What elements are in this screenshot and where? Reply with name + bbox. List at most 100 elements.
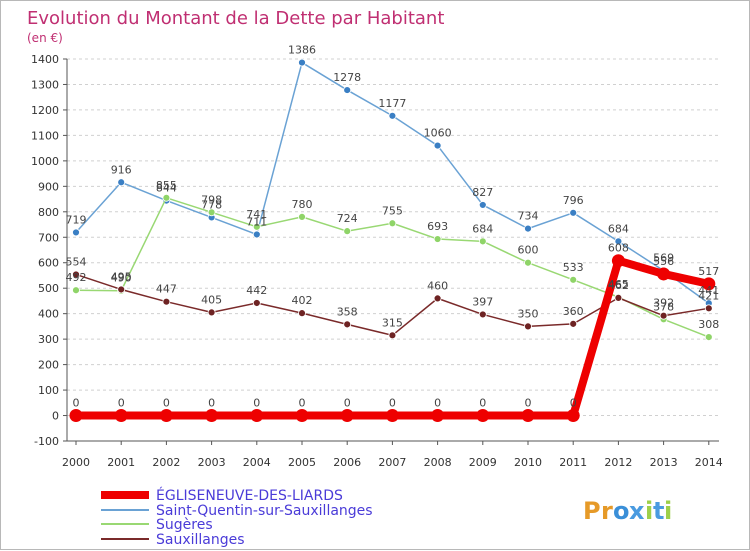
data-point-sauxillanges	[524, 322, 532, 331]
data-point-egliseneuve-des-liards	[159, 409, 173, 423]
data-label-sugeres: 798	[201, 193, 222, 206]
y-tick-label: 1100	[31, 129, 59, 142]
data-label-sugeres: 465	[608, 278, 629, 291]
data-point-egliseneuve-des-liards	[114, 409, 128, 423]
data-point-egliseneuve-des-liards	[295, 409, 309, 423]
data-point-saint-quentin-sur-sauxillanges	[117, 178, 126, 187]
data-label-sauxillanges: 442	[246, 284, 267, 297]
data-label-sugeres: 490	[111, 272, 132, 285]
data-label-sugeres: 724	[337, 212, 358, 225]
data-point-saint-quentin-sur-sauxillanges	[524, 224, 532, 233]
data-label-egliseneuve-des-liards: 517	[698, 265, 719, 278]
data-labels: 719 916 844 778 711 1386 1278 1177 1060 827 734 796…	[66, 44, 720, 410]
logo-letter: r	[601, 497, 613, 525]
data-label-sugeres: 741	[246, 208, 267, 221]
data-label-sauxillanges: 360	[563, 305, 584, 318]
data-label-sauxillanges: 405	[201, 293, 222, 306]
y-tick-label: 800	[38, 206, 59, 219]
data-point-saint-quentin-sur-sauxillanges	[72, 228, 80, 237]
data-label-saint-quentin-sur-sauxillanges: 734	[518, 210, 539, 223]
data-label-sauxillanges: 350	[518, 307, 539, 320]
y-tick-label: 300	[38, 333, 59, 346]
data-point-saint-quentin-sur-sauxillanges	[433, 141, 442, 150]
x-tick-label: 2014	[695, 456, 723, 469]
x-tick-label: 2012	[604, 456, 632, 469]
data-point-sauxillanges	[569, 319, 578, 328]
data-label-sauxillanges: 460	[427, 279, 448, 292]
data-label-sugeres: 855	[156, 179, 177, 192]
data-point-egliseneuve-des-liards	[205, 409, 219, 423]
logo-letter: x	[629, 497, 645, 525]
data-point-sauxillanges	[614, 293, 623, 302]
data-label-saint-quentin-sur-sauxillanges: 569	[653, 252, 674, 265]
x-tick-label: 2010	[514, 456, 542, 469]
data-point-egliseneuve-des-liards	[476, 409, 490, 423]
data-label-sauxillanges: 315	[382, 316, 403, 329]
data-point-sugeres	[569, 275, 578, 284]
logo-letter: t	[653, 497, 664, 525]
x-tick-label: 2008	[424, 456, 452, 469]
data-label-egliseneuve-des-liards: 0	[479, 397, 486, 410]
data-label-saint-quentin-sur-sauxillanges: 441	[698, 284, 719, 297]
data-label-egliseneuve-des-liards: 556	[653, 255, 674, 268]
data-point-sugeres	[72, 286, 80, 295]
data-point-saint-quentin-sur-sauxillanges	[343, 86, 352, 94]
data-label-sugeres: 533	[563, 261, 584, 274]
data-point-sauxillanges	[207, 308, 216, 317]
logo-letter: o	[613, 497, 630, 525]
y-tick-label: 400	[38, 308, 59, 321]
series-lines	[69, 58, 716, 423]
data-label-saint-quentin-sur-sauxillanges: 778	[201, 198, 222, 211]
data-point-egliseneuve-des-liards	[657, 267, 671, 281]
x-tick-label: 2013	[650, 456, 678, 469]
data-point-egliseneuve-des-liards	[702, 277, 716, 291]
y-tick-label: 500	[38, 282, 59, 295]
y-tick-label: 200	[38, 359, 59, 372]
data-label-sauxillanges: 358	[337, 305, 358, 318]
data-point-egliseneuve-des-liards	[431, 409, 445, 423]
data-point-egliseneuve-des-liards	[385, 409, 399, 423]
data-label-egliseneuve-des-liards: 0	[208, 397, 215, 410]
data-label-sauxillanges: 421	[698, 289, 719, 302]
x-tick-label: 2009	[469, 456, 497, 469]
data-point-egliseneuve-des-liards	[340, 409, 354, 423]
data-point-sauxillanges	[72, 270, 80, 279]
data-label-egliseneuve-des-liards: 0	[344, 397, 351, 410]
data-label-sauxillanges: 397	[472, 295, 493, 308]
x-tick-label: 2011	[559, 456, 587, 469]
legend: ÉGLISENEUVE-DES-LIARDSSaint-Quentin-sur-…	[101, 487, 373, 548]
logo-letter: P	[583, 497, 601, 525]
data-point-egliseneuve-des-liards	[69, 409, 83, 423]
y-tick-label: 0	[52, 410, 59, 423]
data-label-saint-quentin-sur-sauxillanges: 719	[66, 213, 87, 226]
data-point-sugeres	[704, 333, 713, 341]
data-label-sauxillanges: 402	[292, 294, 313, 307]
data-point-sugeres	[524, 258, 532, 267]
data-point-sauxillanges	[343, 320, 352, 329]
y-tick-label: 600	[38, 257, 59, 270]
data-label-saint-quentin-sur-sauxillanges: 796	[563, 194, 584, 207]
data-label-egliseneuve-des-liards: 0	[570, 397, 577, 410]
data-point-sugeres	[388, 219, 397, 228]
data-point-sugeres	[162, 193, 171, 202]
y-tick-label: 1400	[31, 53, 59, 66]
x-tick-label: 2006	[333, 456, 361, 469]
data-label-egliseneuve-des-liards: 0	[299, 397, 306, 410]
data-label-saint-quentin-sur-sauxillanges: 844	[156, 182, 177, 195]
data-label-sauxillanges: 447	[156, 283, 177, 296]
y-tick-label: 900	[38, 180, 59, 193]
x-tick-label: 2007	[378, 456, 406, 469]
data-point-sauxillanges	[433, 294, 442, 303]
data-label-sauxillanges: 462	[608, 279, 629, 292]
legend-label: ÉGLISENEUVE-DES-LIARDS	[156, 487, 343, 504]
data-label-egliseneuve-des-liards: 0	[525, 397, 532, 410]
data-label-saint-quentin-sur-sauxillanges: 1386	[288, 44, 316, 57]
data-label-sugeres: 684	[472, 222, 493, 235]
data-point-sauxillanges	[478, 310, 487, 319]
data-label-sugeres: 378	[653, 300, 674, 313]
data-label-sauxillanges: 392	[653, 297, 674, 310]
data-label-saint-quentin-sur-sauxillanges: 827	[472, 186, 493, 199]
